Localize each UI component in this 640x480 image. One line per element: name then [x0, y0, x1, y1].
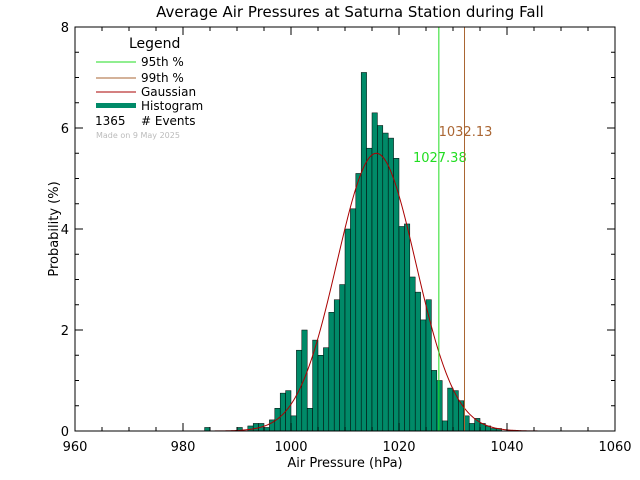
legend-events-label: # Events: [141, 114, 196, 128]
histogram-bar: [355, 173, 362, 432]
histogram-bar: [436, 380, 443, 432]
legend-entry-gaussian: Gaussian: [141, 85, 196, 99]
histogram-bar: [404, 223, 411, 432]
histogram-bar: [393, 158, 400, 432]
y-axis: 0 2 4 6 8: [61, 21, 615, 440]
histogram-bar: [420, 319, 427, 432]
histogram-bar: [317, 355, 324, 432]
y-tick-label: 2: [61, 324, 69, 339]
y-tick-label: 8: [61, 21, 69, 36]
histogram-bar: [366, 147, 373, 432]
histogram-bar: [452, 390, 459, 432]
x-tick-label: 1020: [382, 440, 415, 455]
histogram-bar: [387, 137, 394, 432]
percentile-layer: 1027.38 1032.13: [413, 27, 492, 431]
legend-title: Legend: [129, 36, 180, 52]
histogram-bar: [339, 284, 346, 432]
histogram-bar: [371, 112, 378, 432]
histogram-bar: [323, 347, 330, 432]
histogram-bar: [333, 299, 340, 432]
x-axis-label: Air Pressure (hPa): [287, 456, 402, 471]
histogram-bar: [409, 276, 416, 432]
histogram-bar: [458, 400, 465, 432]
histogram-bar: [414, 291, 421, 432]
x-tick-label: 1060: [598, 440, 631, 455]
histogram-bar: [204, 427, 211, 432]
histogram-bar: [252, 423, 259, 432]
histogram-bar: [468, 423, 475, 432]
legend-entry-histogram: Histogram: [141, 99, 203, 113]
histogram-bar: [431, 370, 438, 432]
x-tick-label: 980: [171, 440, 196, 455]
x-axis: 960 980 1000 1020 1040 1060: [63, 27, 632, 455]
histogram-bar: [350, 208, 357, 432]
made-on-note: Made on 9 May 2025: [96, 131, 180, 140]
histogram-bars: [204, 72, 502, 432]
x-tick-label: 1000: [274, 440, 307, 455]
legend: Legend 95th % 99th % Gaussian Histogram …: [95, 36, 203, 140]
histogram-bar: [441, 420, 448, 432]
histogram-bar: [301, 329, 308, 432]
histogram-bar: [360, 72, 367, 432]
gaussian-curve: [210, 152, 540, 432]
y-axis-label: Probability (%): [47, 181, 62, 276]
y-tick-label: 6: [61, 122, 69, 137]
histogram-bar: [247, 425, 254, 432]
histogram-bar: [290, 415, 297, 432]
legend-entry-99th: 99th %: [141, 71, 184, 85]
percentile-label: 1027.38: [413, 151, 467, 166]
histogram-bar: [263, 427, 270, 432]
histogram-bar: [425, 299, 432, 432]
legend-entry-95th: 95th %: [141, 55, 184, 69]
y-tick-label: 4: [61, 223, 69, 238]
gaussian-layer: [210, 152, 540, 432]
histogram-bar: [328, 312, 335, 432]
histogram-bar: [377, 125, 384, 432]
x-tick-label: 1040: [490, 440, 523, 455]
histogram-bar: [447, 387, 454, 432]
histogram-bar: [382, 132, 389, 432]
histogram-bar: [344, 228, 351, 432]
legend-events-count: 1365: [95, 114, 126, 128]
x-tick-label: 960: [63, 440, 88, 455]
y-tick-label: 0: [61, 425, 69, 440]
histogram-bar: [306, 408, 313, 432]
percentile-label: 1032.13: [439, 125, 493, 140]
chart-title: Average Air Pressures at Saturna Station…: [156, 3, 544, 21]
legend-swatch-histogram: [96, 103, 136, 108]
histogram-bar: [274, 408, 281, 432]
histogram-bar: [398, 226, 405, 432]
